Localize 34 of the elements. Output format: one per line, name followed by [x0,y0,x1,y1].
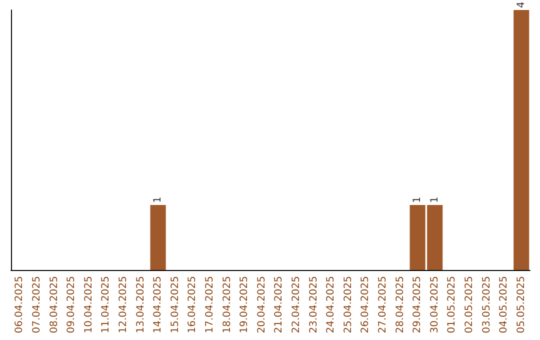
x-tick-label: 27.04.2025 [377,276,388,334]
data-label: 1 [412,196,424,203]
x-tick-label: 14.04.2025 [152,276,164,334]
x-tick-label: 20.04.2025 [256,276,268,334]
x-tick-label: 04.05.2025 [498,276,510,334]
x-tick-label: 12.04.2025 [118,276,129,334]
x-tick-label: 06.04.2025 [14,276,26,334]
x-tick-label: 29.04.2025 [412,276,424,334]
x-tick-label: 17.04.2025 [204,276,216,334]
data-label: 1 [429,196,440,203]
x-tick-label: 08.04.2025 [48,276,60,334]
x-tick-label: 09.04.2025 [66,276,78,334]
x-tick-label: 23.04.2025 [308,276,320,334]
data-label: 1 [152,196,164,203]
x-tick-label: 26.04.2025 [360,276,372,334]
x-tick-label: 18.04.2025 [222,276,233,334]
x-tick-label: 10.04.2025 [83,276,94,334]
x-tick-label: 22.04.2025 [290,276,302,334]
x-tick-label: 11.04.2025 [100,276,112,334]
x-tick-label: 15.04.2025 [170,276,181,334]
x-tick-label: 24.04.2025 [326,276,337,334]
x-tick-label: 16.04.2025 [187,276,198,334]
x-tick-label: 05.05.2025 [516,276,527,334]
x-tick-label: 19.04.2025 [239,276,250,334]
data-label: 4 [516,2,527,8]
x-tick-label: 03.05.2025 [481,276,492,334]
x-tick-label: 13.04.2025 [135,276,146,334]
x-tick-label: 02.05.2025 [464,276,475,334]
x-tick-label: 07.04.2025 [31,276,42,334]
x-tick-label: 01.05.2025 [446,276,458,334]
x-tick-label: 25.04.2025 [342,276,354,334]
x-tick-label: 30.04.2025 [429,276,440,334]
x-tick-label: 28.04.2025 [394,276,406,334]
x-tick-label: 21.04.2025 [274,276,285,334]
